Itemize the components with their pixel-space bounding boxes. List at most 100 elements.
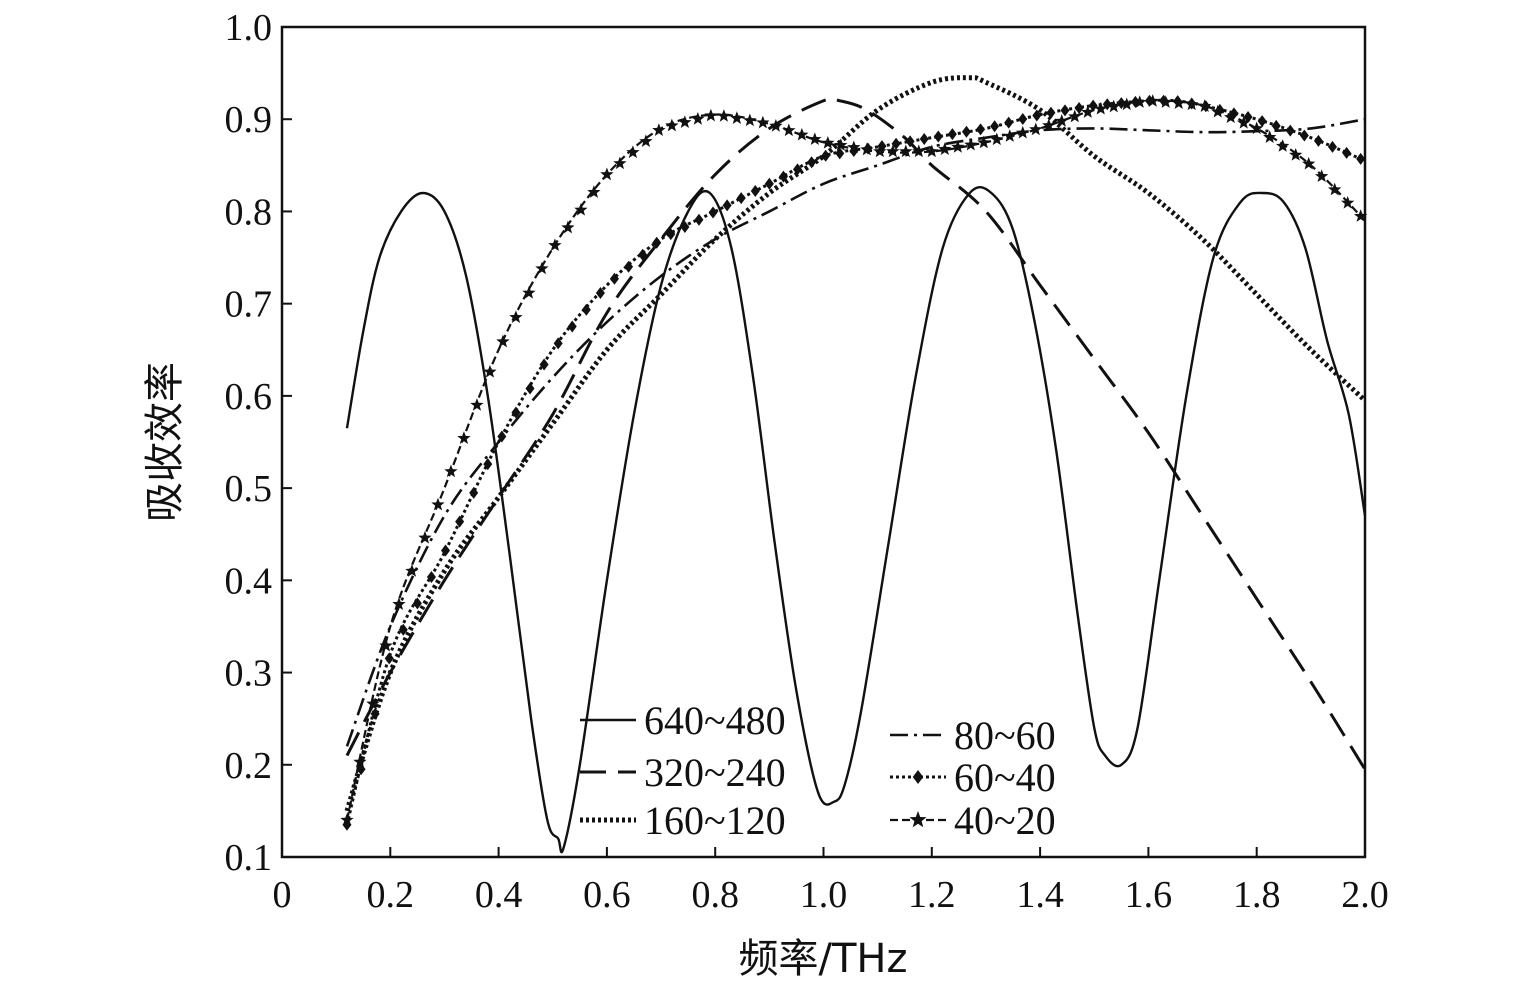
star-marker xyxy=(1211,104,1225,118)
star-marker xyxy=(925,144,939,158)
diamond-marker xyxy=(666,228,676,241)
star-marker xyxy=(535,261,549,275)
star-marker xyxy=(1068,109,1082,123)
star-marker xyxy=(743,113,757,127)
diamond-marker xyxy=(1074,101,1084,114)
star-marker xyxy=(821,136,835,149)
star-marker xyxy=(470,398,484,411)
star-marker xyxy=(1302,156,1316,170)
star-marker xyxy=(704,108,718,122)
diamond-marker xyxy=(764,177,774,190)
star-marker xyxy=(366,696,380,710)
star-marker xyxy=(977,135,991,149)
y-tick-label: 0.1 xyxy=(225,837,273,879)
legend-label: 640~480 xyxy=(644,698,786,743)
diamond-marker xyxy=(1328,140,1338,153)
star-marker xyxy=(431,497,445,511)
star-marker xyxy=(600,167,614,181)
diamond-marker xyxy=(624,260,634,273)
star-marker xyxy=(782,123,796,137)
x-tick-label: 0.6 xyxy=(583,874,631,916)
star-marker xyxy=(1107,99,1121,113)
diamond-marker xyxy=(694,213,704,226)
diamond-marker xyxy=(567,320,577,333)
diamond-marker xyxy=(961,125,971,138)
series-layer xyxy=(340,75,1368,854)
star-marker xyxy=(652,123,666,136)
star-marker xyxy=(1263,130,1277,143)
star-marker xyxy=(717,109,731,122)
y-tick-label: 0.8 xyxy=(225,191,273,233)
star-marker xyxy=(795,127,809,141)
diamond-marker xyxy=(736,192,746,205)
star-marker xyxy=(1185,97,1199,111)
x-tick-label: 1.2 xyxy=(908,874,956,916)
diamond-marker xyxy=(778,170,788,183)
y-axis-title: 吸收效率 xyxy=(142,362,188,522)
star-marker xyxy=(665,118,679,132)
star-marker xyxy=(860,142,874,156)
diamond-marker xyxy=(1018,113,1028,126)
star-marker xyxy=(756,115,770,129)
diamond-marker xyxy=(581,303,591,316)
star-marker xyxy=(1120,97,1134,111)
diamond-marker xyxy=(1356,152,1366,165)
star-marker xyxy=(626,145,640,159)
star-marker xyxy=(483,364,497,378)
y-tick-label: 0.7 xyxy=(225,284,273,326)
diamond-marker xyxy=(680,220,690,233)
diamond-marker xyxy=(638,248,648,261)
x-tick-label: 1.0 xyxy=(800,874,848,916)
diamond-marker xyxy=(905,135,915,148)
star-marker xyxy=(1250,121,1264,135)
diamond-marker xyxy=(370,707,380,720)
diamond-marker xyxy=(595,286,605,299)
star-marker xyxy=(873,144,887,158)
star-marker xyxy=(909,811,927,828)
star-marker xyxy=(1354,209,1368,222)
star-marker xyxy=(1029,122,1043,136)
diamond-marker xyxy=(807,156,817,169)
star-marker xyxy=(808,132,822,145)
x-tick-label: 0.4 xyxy=(475,874,523,916)
legend-label: 40~20 xyxy=(954,798,1056,843)
diamond-marker xyxy=(1299,129,1309,142)
diamond-marker xyxy=(525,382,535,395)
diamond-marker xyxy=(891,137,901,150)
series-line xyxy=(345,98,1366,826)
diamond-marker xyxy=(609,272,619,285)
diamond-marker xyxy=(553,337,563,350)
diamond-marker xyxy=(497,430,507,443)
diamond-marker xyxy=(384,652,394,665)
diamond-marker xyxy=(1271,119,1281,132)
diamond-marker xyxy=(912,770,924,784)
star-marker xyxy=(1003,129,1017,142)
star-marker xyxy=(1042,118,1056,132)
diamond-marker xyxy=(990,120,1000,133)
star-marker xyxy=(1016,125,1030,139)
star-marker xyxy=(938,142,952,155)
diamond-marker xyxy=(441,544,451,557)
diamond-marker xyxy=(511,406,521,419)
star-marker xyxy=(678,115,692,129)
star-marker xyxy=(522,285,536,299)
star-marker xyxy=(444,464,458,478)
x-axis-title: 频率/THz xyxy=(739,936,908,982)
diamond-marker xyxy=(1046,106,1056,119)
star-marker xyxy=(1341,195,1355,209)
diamond-marker xyxy=(483,458,493,471)
y-axis: 0.1 0.2 0.3 0.4 0.5 0.6 0.7 0.8 0.9 1.0 xyxy=(225,7,292,879)
x-tick-label: 2.0 xyxy=(1341,874,1389,916)
star-marker xyxy=(847,140,861,154)
series-line xyxy=(345,99,1366,821)
star-marker xyxy=(1094,101,1108,115)
star-marker xyxy=(587,185,601,198)
diamond-marker xyxy=(539,358,549,371)
star-marker xyxy=(886,144,900,158)
diamond-marker xyxy=(469,486,479,499)
x-tick-label: 1.4 xyxy=(1016,874,1064,916)
diamond-marker xyxy=(793,163,803,176)
star-marker xyxy=(1159,95,1173,108)
star-marker xyxy=(548,238,562,252)
x-axis: 0 0.2 0.4 0.6 0.8 1.0 1.2 1.4 1.6 1.8 2.0 xyxy=(273,847,1389,916)
